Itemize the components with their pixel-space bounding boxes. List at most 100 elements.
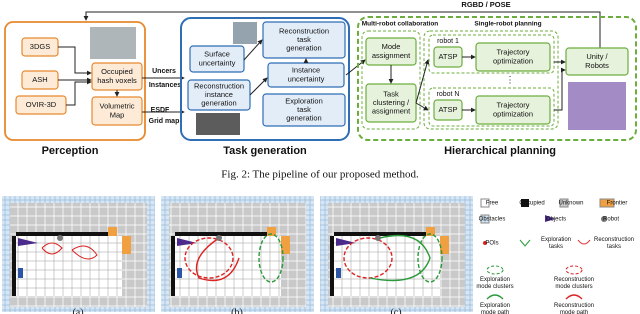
occupied-voxels: Occupied: [101, 67, 133, 76]
legend-label: Unknown: [558, 201, 583, 207]
task-clustering: Task: [383, 89, 399, 98]
object: [336, 268, 341, 278]
trajectory-optimization: Trajectory: [496, 48, 529, 57]
unity-robots: Unity /: [586, 52, 608, 61]
robot: [216, 235, 222, 241]
legend-swatch: [601, 216, 607, 222]
legend-label: Reconstruction: [594, 237, 634, 243]
legend-label: Reconstruction: [554, 277, 594, 283]
instance-generation: instance: [205, 90, 233, 99]
mode-path: [195, 237, 240, 282]
input-3dgs: 3DGS: [30, 42, 50, 51]
exploration-task: Exploration: [285, 96, 323, 105]
link-grid-map: Grid map: [149, 118, 180, 125]
panel-label: (b): [231, 307, 243, 314]
link-uncers: Uncers: [152, 68, 176, 75]
frontier: [267, 227, 276, 236]
frontier: [108, 227, 117, 236]
trajectory-optimization: optimization: [493, 109, 533, 118]
trajectory-optimization-box: [475, 95, 551, 125]
single-frame: [423, 30, 559, 130]
mode-assignment: assignment: [372, 51, 411, 60]
legend-swatch: [545, 215, 555, 222]
robot-frame: [428, 87, 555, 127]
wall: [16, 232, 108, 236]
legend-swatch: [486, 265, 504, 275]
wall: [171, 236, 175, 296]
unity-robots-box: [565, 47, 629, 76]
task-clustering: clustering /: [373, 98, 410, 107]
single-robot-label: Single-robot planning: [474, 21, 541, 28]
image-placeholder: [90, 27, 136, 59]
legend-label: Frontier: [607, 201, 628, 207]
task-clustering: assignment: [372, 107, 411, 116]
legend-swatch: [577, 239, 591, 245]
unity-robots: Robots: [585, 61, 609, 70]
arrow: [554, 67, 566, 111]
task-frame: [180, 17, 350, 141]
robot-name: robot 1: [437, 38, 459, 45]
atsp: ATSP: [438, 105, 457, 114]
free-area: [16, 236, 122, 296]
panel-label: (a): [72, 307, 83, 314]
surface-uncertainty: uncertainty: [199, 58, 236, 67]
perception-label: Perception: [42, 145, 99, 157]
frontier: [440, 236, 449, 254]
object: [177, 238, 197, 246]
reconstruction-task: [41, 242, 98, 260]
instance-uncertainty: uncertainty: [288, 74, 325, 83]
object: [18, 238, 38, 246]
link-esdf: ESDF: [151, 107, 170, 114]
legend-label: mode path: [481, 310, 509, 314]
legend-swatch: [565, 265, 583, 275]
task-generation-label: Task generation: [223, 145, 307, 157]
volumetric-map: Volumetric: [99, 102, 134, 111]
legend-label: Free: [486, 201, 499, 207]
wall: [334, 232, 426, 236]
reconstruction-task-box: [262, 21, 346, 59]
reconstruction-cluster: [184, 237, 234, 279]
multi-robot-label: Multi-robot collaboration: [362, 21, 439, 28]
legend-label: Exploration: [541, 237, 571, 243]
frontier: [281, 236, 290, 254]
image-placeholder: [568, 82, 626, 130]
legend-label: Objects: [546, 217, 566, 223]
legend-label: POIs: [485, 241, 498, 247]
object: [177, 268, 182, 278]
wall: [175, 232, 267, 236]
object: [18, 268, 23, 278]
mode-assignment: Mode: [382, 42, 401, 51]
trajectory-optimization-box: [475, 42, 551, 72]
frontier: [122, 236, 131, 254]
legend-label: mode path: [560, 310, 588, 314]
object: [336, 238, 356, 246]
reconstruction-task: Reconstruction: [279, 26, 329, 35]
legend-swatch: [565, 294, 583, 300]
legend-swatch: [519, 239, 531, 247]
arrow: [58, 46, 92, 76]
legend-swatch: [599, 198, 615, 208]
frontier: [426, 227, 435, 236]
exploration-task: task: [297, 105, 311, 114]
robot-frame: [428, 34, 555, 74]
arrow: [415, 102, 429, 111]
instance-uncertainty: Instance: [292, 66, 320, 75]
legend-swatch: [483, 241, 487, 245]
wall: [330, 236, 334, 296]
image-placeholder: [233, 22, 257, 44]
arrow: [243, 39, 263, 61]
legend-label: tasks: [607, 244, 621, 250]
legend-swatch: [486, 294, 504, 300]
legend-label: Robot: [603, 217, 619, 223]
input-ovir3d: OVIR-3D: [26, 100, 57, 109]
legend-swatch: [559, 198, 569, 208]
free-area: [175, 236, 281, 296]
input-ash: ASH: [32, 75, 47, 84]
legend-label: mode clusters: [476, 284, 513, 290]
multi-frame: [361, 30, 421, 130]
legend-label: Occupied: [519, 201, 544, 207]
arrow: [66, 79, 92, 106]
robot: [57, 235, 63, 241]
robot: [375, 235, 381, 241]
